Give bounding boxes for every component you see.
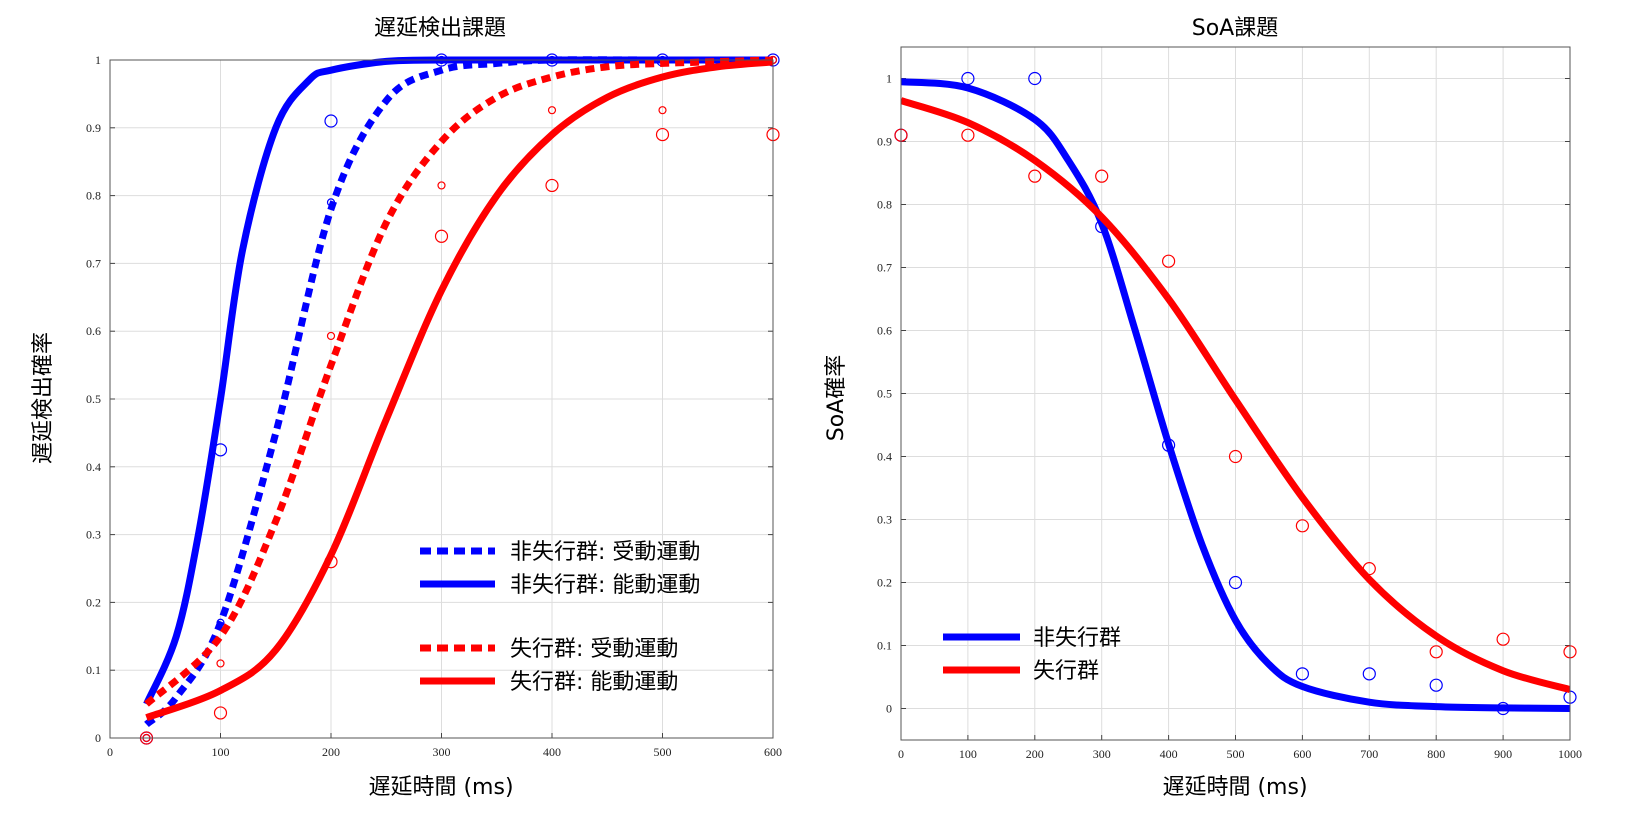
y-tick-label: 0.1 xyxy=(86,663,101,677)
x-tick-label: 300 xyxy=(1093,747,1111,761)
y-tick-label: 0.1 xyxy=(877,639,892,653)
y-tick-label: 0.5 xyxy=(877,387,892,401)
data-point xyxy=(658,106,667,115)
data-point xyxy=(655,127,670,142)
series-3 xyxy=(144,56,773,707)
data-point xyxy=(216,659,225,668)
series-line xyxy=(901,97,1570,693)
series-1 xyxy=(901,78,1570,712)
y-axis-label: SoA確率 xyxy=(824,355,849,441)
y-tick-label: 0.8 xyxy=(86,189,101,203)
data-point xyxy=(1295,519,1310,533)
series-line xyxy=(145,58,773,721)
legend-label: 失行群: 受動運動 xyxy=(510,637,678,662)
series-line xyxy=(144,56,773,707)
data-point xyxy=(326,331,336,341)
x-tick-label: 200 xyxy=(322,745,340,759)
data-point xyxy=(213,706,228,720)
y-tick-label: 0.8 xyxy=(877,198,892,212)
y-tick-label: 0.6 xyxy=(877,324,892,338)
y-tick-label: 0 xyxy=(886,702,892,716)
y-tick-label: 0 xyxy=(95,731,101,745)
y-tick-label: 0.7 xyxy=(86,256,101,270)
data-point xyxy=(213,443,228,457)
x-tick-label: 100 xyxy=(212,745,230,759)
series-4 xyxy=(145,58,773,721)
legend-label: 失行群: 能動運動 xyxy=(510,670,678,695)
data-point xyxy=(1228,449,1243,464)
data-point xyxy=(545,178,559,193)
y-tick-label: 0.7 xyxy=(877,261,892,275)
data-point xyxy=(1028,71,1042,86)
axes-frame xyxy=(109,59,774,739)
data-point xyxy=(1496,632,1510,646)
x-tick-label: 200 xyxy=(1026,747,1044,761)
x-tick-label: 500 xyxy=(654,745,672,759)
legend-label: 非失行群: 能動運動 xyxy=(510,573,700,598)
y-axis-label: 遅延検出確率 xyxy=(31,332,56,464)
data-point xyxy=(1161,254,1176,268)
x-axis-label: 遅延時間 (ms) xyxy=(368,775,513,800)
chart-title: 遅延検出課題 xyxy=(374,16,506,41)
data-point xyxy=(1362,667,1376,681)
data-point xyxy=(1429,645,1443,659)
y-tick-label: 0.2 xyxy=(877,576,892,590)
axes-frame xyxy=(900,46,1571,741)
data-point xyxy=(324,114,338,128)
chart-1: 0 100 200 300 400 500 600 0 0.1 0.2 0.3 0.4 0.5 0.6 0.… xyxy=(31,16,782,800)
data-point xyxy=(1295,667,1310,681)
legend-label: 非失行群 xyxy=(1033,626,1121,651)
series-2 xyxy=(901,97,1570,693)
data-point xyxy=(961,71,975,86)
x-tick-label: 900 xyxy=(1494,747,1512,761)
y-tick-label: 1 xyxy=(95,53,101,67)
legend-label: 失行群 xyxy=(1033,659,1099,684)
data-point xyxy=(1228,575,1243,590)
legend-label: 非失行群: 受動運動 xyxy=(510,540,700,565)
y-tick-label: 0.4 xyxy=(877,450,892,464)
data-point xyxy=(1161,438,1176,452)
x-tick-label: 0 xyxy=(898,747,904,761)
data-point xyxy=(961,128,975,142)
y-tick-label: 0.2 xyxy=(86,595,101,609)
y-tick-label: 0.5 xyxy=(86,392,101,406)
data-point xyxy=(1028,169,1042,183)
data-point xyxy=(1496,701,1510,716)
y-tick-label: 0.3 xyxy=(877,513,892,527)
y-tick-label: 1 xyxy=(886,72,892,86)
series-line xyxy=(901,78,1570,712)
y-tick-label: 0.3 xyxy=(86,528,101,542)
data-point xyxy=(1429,678,1443,692)
x-tick-label: 0 xyxy=(107,745,113,759)
x-tick-label: 600 xyxy=(764,745,782,759)
data-point xyxy=(437,181,446,190)
x-tick-label: 400 xyxy=(543,745,561,759)
y-tick-label: 0.4 xyxy=(86,460,101,474)
x-tick-label: 400 xyxy=(1160,747,1178,761)
x-tick-label: 1000 xyxy=(1558,747,1582,761)
x-tick-label: 700 xyxy=(1360,747,1378,761)
data-point xyxy=(547,106,557,115)
chart-2: 0 100 200 300 400 500 600 700 800 900 1000 0 0.1 0.2 0… xyxy=(824,16,1582,800)
x-tick-label: 800 xyxy=(1427,747,1445,761)
data-point xyxy=(1362,562,1376,576)
data-point xyxy=(434,229,449,243)
data-point xyxy=(216,618,225,627)
x-tick-label: 300 xyxy=(433,745,451,759)
x-axis-label: 遅延時間 (ms) xyxy=(1162,775,1307,800)
data-point xyxy=(326,198,336,207)
chart-title: SoA課題 xyxy=(1192,16,1278,41)
data-point xyxy=(324,555,338,569)
y-tick-label: 0.9 xyxy=(877,135,892,149)
x-tick-label: 100 xyxy=(959,747,977,761)
x-tick-label: 500 xyxy=(1227,747,1245,761)
y-tick-label: 0.9 xyxy=(86,121,101,135)
grid xyxy=(900,47,1571,740)
x-tick-label: 600 xyxy=(1293,747,1311,761)
y-tick-label: 0.6 xyxy=(86,324,101,338)
data-point xyxy=(1095,169,1109,183)
